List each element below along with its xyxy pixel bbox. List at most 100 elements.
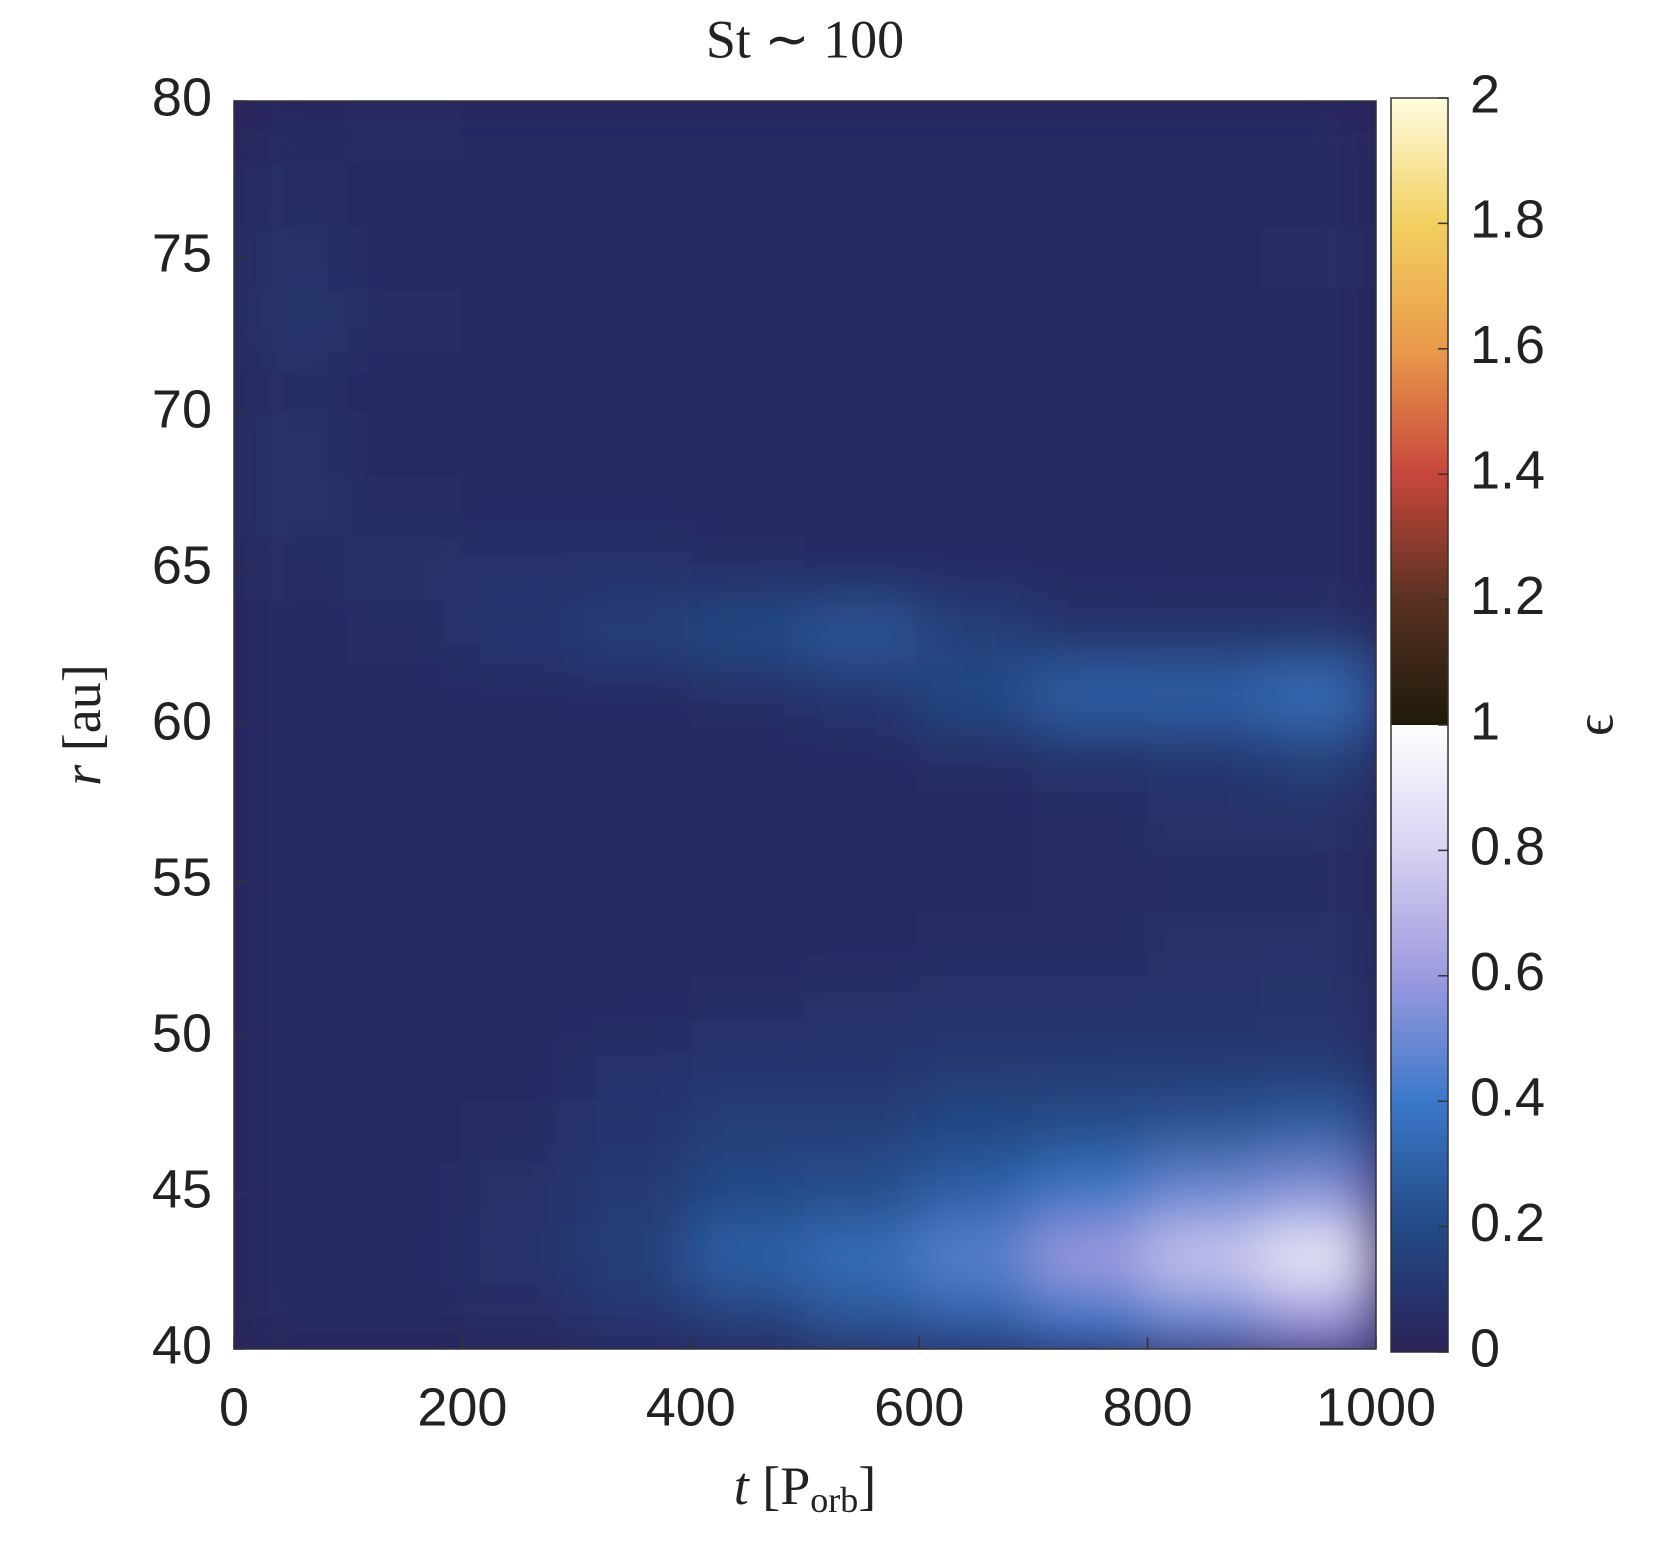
heatmap-cell [1032,786,1149,851]
heatmap-cell [1032,1036,1149,1101]
heatmap-cell [575,162,692,227]
heatmap-cell [1032,1160,1149,1226]
heatmap-cell [804,599,921,664]
heatmap-cell [689,224,806,290]
heatmap-cell [347,536,464,602]
y-tick-label: 45 [152,1159,212,1219]
heatmap-cell [1260,474,1376,539]
heatmap-cell [918,101,1035,165]
heatmap-cell [689,474,806,539]
heatmap-cell [1032,848,1149,914]
heatmap-cell [575,848,692,914]
heatmap-cell [461,599,578,664]
heatmap-cell [575,911,692,976]
heatmap-cell [918,786,1035,851]
heatmap-cell [1260,1098,1376,1163]
heatmap-cell [1032,724,1149,789]
heatmap-cell [689,1223,806,1288]
heatmap-cell [234,101,350,165]
heatmap-cell [461,536,578,602]
heatmap-cell [575,786,692,851]
heatmap-cell [234,911,350,976]
heatmap-cell [1032,661,1149,726]
heatmap-cell [804,786,921,851]
heatmap-cell [234,661,350,726]
heatmap-cell [1146,162,1263,227]
heatmap-cell [347,973,464,1038]
heatmap-cell [1260,224,1376,290]
heatmap-cell [689,1098,806,1163]
heatmap-cell [347,786,464,851]
plot-area [234,101,1376,1349]
heatmap-cell [1032,536,1149,602]
heatmap-cell [1146,786,1263,851]
heatmap-cell [461,1285,578,1349]
heatmap-cell [234,599,350,664]
heatmap-cell [689,724,806,789]
heatmap-cell [461,224,578,290]
heatmap-cell [575,1098,692,1163]
x-tick-label: 200 [417,1377,507,1437]
heatmap-cell [461,162,578,227]
heatmap-cell [347,848,464,914]
colorbar-tick-label: 0.8 [1470,817,1545,877]
heatmap-cell [1146,536,1263,602]
heatmap-cell [689,599,806,664]
heatmap-cell [804,1223,921,1288]
heatmap-cell [1260,162,1376,227]
x-tick-label: 600 [874,1377,964,1437]
heatmap-cell [804,1160,921,1226]
heatmap-cell [918,349,1035,414]
heatmap-cell [1146,724,1263,789]
heatmap-cell [461,848,578,914]
colorbar-tick-label: 2 [1470,64,1500,124]
y-tick-label: 60 [152,691,212,751]
colorbar-tick-label: 1 [1470,691,1500,751]
heatmap-cell [1260,724,1376,789]
heatmap-cell [575,349,692,414]
heatmap-cell [689,536,806,602]
heatmap-cell [575,101,692,165]
heatmap-cell [234,474,350,539]
heatmap-cell [689,287,806,352]
heatmap-cell [347,724,464,789]
heatmap-cell [804,224,921,290]
heatmap-cell [1260,1223,1376,1288]
heatmap-cell [461,287,578,352]
heatmap-cell [918,224,1035,290]
heatmap-cell [689,786,806,851]
heatmap-cell [575,599,692,664]
colorbar-tick-label: 1.8 [1470,190,1545,250]
heatmap-cell [347,1223,464,1288]
heatmap-cell [575,724,692,789]
heatmap-cell [347,162,464,227]
heatmap-cell [347,661,464,726]
heatmap-cell [234,1036,350,1101]
heatmap-cell [1260,848,1376,914]
heatmap-cell [1032,1285,1149,1349]
heatmap-cell [804,101,921,165]
heatmap-cell [1146,599,1263,664]
heatmap-cell [575,412,692,477]
heatmap-cell [575,1036,692,1101]
heatmap-cell [918,973,1035,1038]
y-tick-label: 70 [152,379,212,439]
y-tick-label: 40 [152,1315,212,1375]
heatmap-cell [347,474,464,539]
heatmap-cell [461,1098,578,1163]
heatmap-cell [347,599,464,664]
x-label-sub: orb [810,1480,858,1520]
heatmap-cell [347,101,464,165]
heatmap-cell [575,973,692,1038]
x-label-unit: [P [762,1456,810,1516]
heatmap-cell [1146,1098,1263,1163]
x-tick-label: 400 [646,1377,736,1437]
heatmap-cell [461,101,578,165]
heatmap-cell [918,287,1035,352]
heatmap-cell [1146,1160,1263,1226]
colorbar-tick-label: 0.6 [1470,942,1545,1002]
heatmap-cell [1146,1223,1263,1288]
heatmap-cell [689,911,806,976]
heatmap-cell [1260,1285,1376,1349]
